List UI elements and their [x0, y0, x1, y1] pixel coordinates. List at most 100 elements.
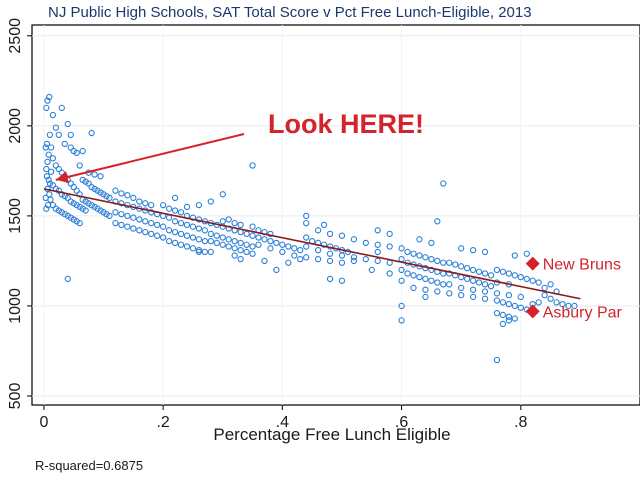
data-point	[535, 299, 542, 306]
data-point	[511, 272, 518, 279]
data-point	[45, 176, 52, 184]
data-point	[44, 97, 51, 104]
x-tick-label: 0	[39, 414, 48, 431]
data-point	[428, 255, 435, 263]
data-point	[458, 263, 465, 270]
data-point	[88, 129, 95, 137]
data-point	[386, 230, 393, 238]
data-point	[231, 252, 238, 259]
fit-line-group	[43, 188, 581, 300]
data-point	[446, 259, 453, 266]
data-point	[106, 194, 113, 202]
data-point	[541, 284, 548, 292]
data-point	[118, 190, 125, 197]
data-point	[434, 218, 441, 225]
data-point	[43, 205, 50, 212]
data-point	[154, 232, 161, 239]
data-point	[398, 317, 405, 324]
data-point	[267, 230, 274, 238]
data-point	[171, 207, 179, 214]
data-point	[398, 266, 405, 274]
data-point	[43, 104, 50, 111]
data-point	[440, 281, 447, 288]
callout-arrowhead	[55, 171, 69, 183]
data-point	[320, 221, 328, 229]
data-point	[499, 320, 507, 328]
data-point	[422, 275, 429, 283]
data-point	[386, 243, 393, 250]
data-point	[571, 302, 578, 310]
data-point	[255, 234, 262, 241]
data-point	[49, 111, 57, 119]
data-point	[410, 284, 417, 292]
data-point	[398, 302, 405, 310]
data-point	[267, 245, 274, 252]
data-point	[91, 171, 98, 178]
data-point	[189, 245, 197, 252]
data-point	[148, 209, 155, 216]
data-point	[171, 218, 179, 225]
data-point	[201, 248, 209, 256]
data-point	[148, 230, 155, 238]
data-point	[231, 219, 238, 227]
data-point	[416, 236, 423, 243]
data-point	[219, 241, 226, 248]
data-point	[142, 228, 149, 236]
data-point	[273, 266, 280, 274]
data-point	[67, 144, 74, 151]
data-point	[165, 237, 173, 245]
data-point	[285, 259, 292, 266]
data-point	[517, 273, 524, 281]
data-point	[398, 245, 405, 252]
highlight-marker	[525, 256, 540, 271]
data-point	[523, 250, 530, 257]
data-point	[469, 293, 477, 301]
data-point	[213, 232, 220, 239]
data-point	[219, 191, 226, 198]
data-point	[148, 219, 155, 227]
data-point	[237, 255, 244, 263]
data-point	[177, 219, 185, 227]
r-squared-note: R-squared=0.6875	[35, 458, 143, 473]
y-tick-label: 1500	[7, 198, 24, 234]
data-point	[517, 293, 524, 301]
data-point	[225, 225, 232, 232]
data-point	[225, 236, 232, 243]
data-point	[422, 254, 429, 261]
data-point	[142, 200, 149, 207]
data-point	[279, 241, 286, 248]
highlighted-schools: New Bruns Asbury Par	[525, 256, 623, 321]
data-point	[374, 248, 381, 256]
grid	[32, 25, 640, 405]
data-point	[64, 275, 71, 283]
data-point	[475, 279, 483, 286]
data-point	[404, 248, 411, 256]
data-point	[410, 250, 417, 257]
data-point	[326, 275, 334, 283]
data-point	[440, 259, 447, 266]
y-tick-label: 1000	[7, 288, 24, 324]
data-point	[511, 315, 518, 322]
data-point	[350, 254, 358, 261]
data-point	[422, 293, 429, 301]
data-point	[189, 234, 197, 241]
data-point	[159, 201, 167, 209]
data-point	[148, 201, 155, 209]
data-point	[189, 223, 197, 230]
data-point	[505, 313, 513, 320]
data-point	[303, 212, 310, 220]
data-point	[46, 131, 54, 139]
data-point	[338, 232, 346, 239]
data-point	[165, 227, 173, 234]
data-point	[410, 272, 417, 279]
chart-title: NJ Public High Schools, SAT Total Score …	[48, 4, 532, 21]
data-point	[213, 239, 220, 247]
data-point	[428, 266, 435, 274]
data-point	[243, 248, 250, 256]
data-point	[195, 248, 203, 256]
data-point	[553, 299, 560, 306]
data-point	[43, 173, 51, 180]
data-point	[112, 187, 119, 194]
data-point	[237, 221, 244, 229]
